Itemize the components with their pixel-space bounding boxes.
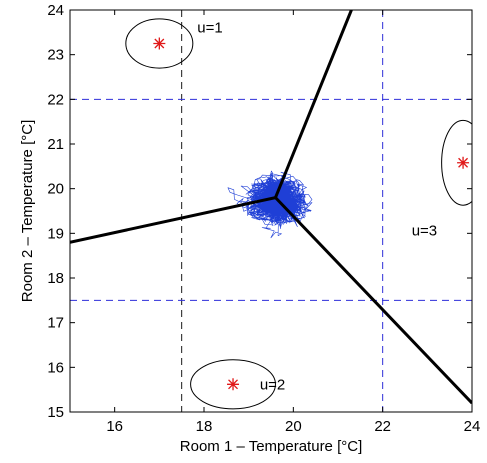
- center-ellipse-3: [441, 119, 472, 206]
- y-tick-label: 23: [47, 47, 64, 64]
- x-axis-label: Room 1 – Temperature [°C]: [180, 438, 362, 455]
- x-tick-label: 18: [196, 418, 213, 435]
- y-tick-label: 24: [47, 2, 64, 19]
- y-axis-label: Room 2 – Temperature [°C]: [19, 120, 36, 302]
- axes-ticks: 16 18 20 22 24 15 16 17 18 19 20 21 22 23 24: [47, 2, 480, 435]
- boundary-2-3: [274, 196, 472, 405]
- x-tick-label: 24: [464, 418, 481, 435]
- region-label-3: u=3: [412, 223, 437, 240]
- y-tick-label: 20: [47, 181, 64, 198]
- plot-frame: [69, 9, 473, 413]
- boundary-1-3: [274, 10, 353, 199]
- y-tick-label: 16: [47, 359, 64, 376]
- y-tick-label: 21: [47, 136, 64, 153]
- region-label-1: u=1: [197, 19, 222, 36]
- center-marker-3: [457, 156, 470, 169]
- y-tick-label: 19: [47, 225, 64, 242]
- region-label-2: u=2: [260, 377, 285, 394]
- x-tick-label: 20: [285, 418, 302, 435]
- y-tick-label: 18: [47, 270, 64, 287]
- plot-area: u=1 u=2 u=3: [70, 10, 472, 412]
- y-tick-label: 17: [47, 315, 64, 332]
- center-ellipse-2: [190, 359, 276, 410]
- y-tick-label: 15: [47, 404, 64, 421]
- boundary-1-2: [70, 196, 276, 244]
- y-tick-label: 22: [47, 91, 64, 108]
- center-marker-1: [153, 37, 166, 50]
- x-tick-label: 16: [106, 418, 123, 435]
- x-tick-label: 22: [374, 418, 391, 435]
- center-ellipse-1: [125, 18, 194, 69]
- center-marker-2: [227, 378, 240, 391]
